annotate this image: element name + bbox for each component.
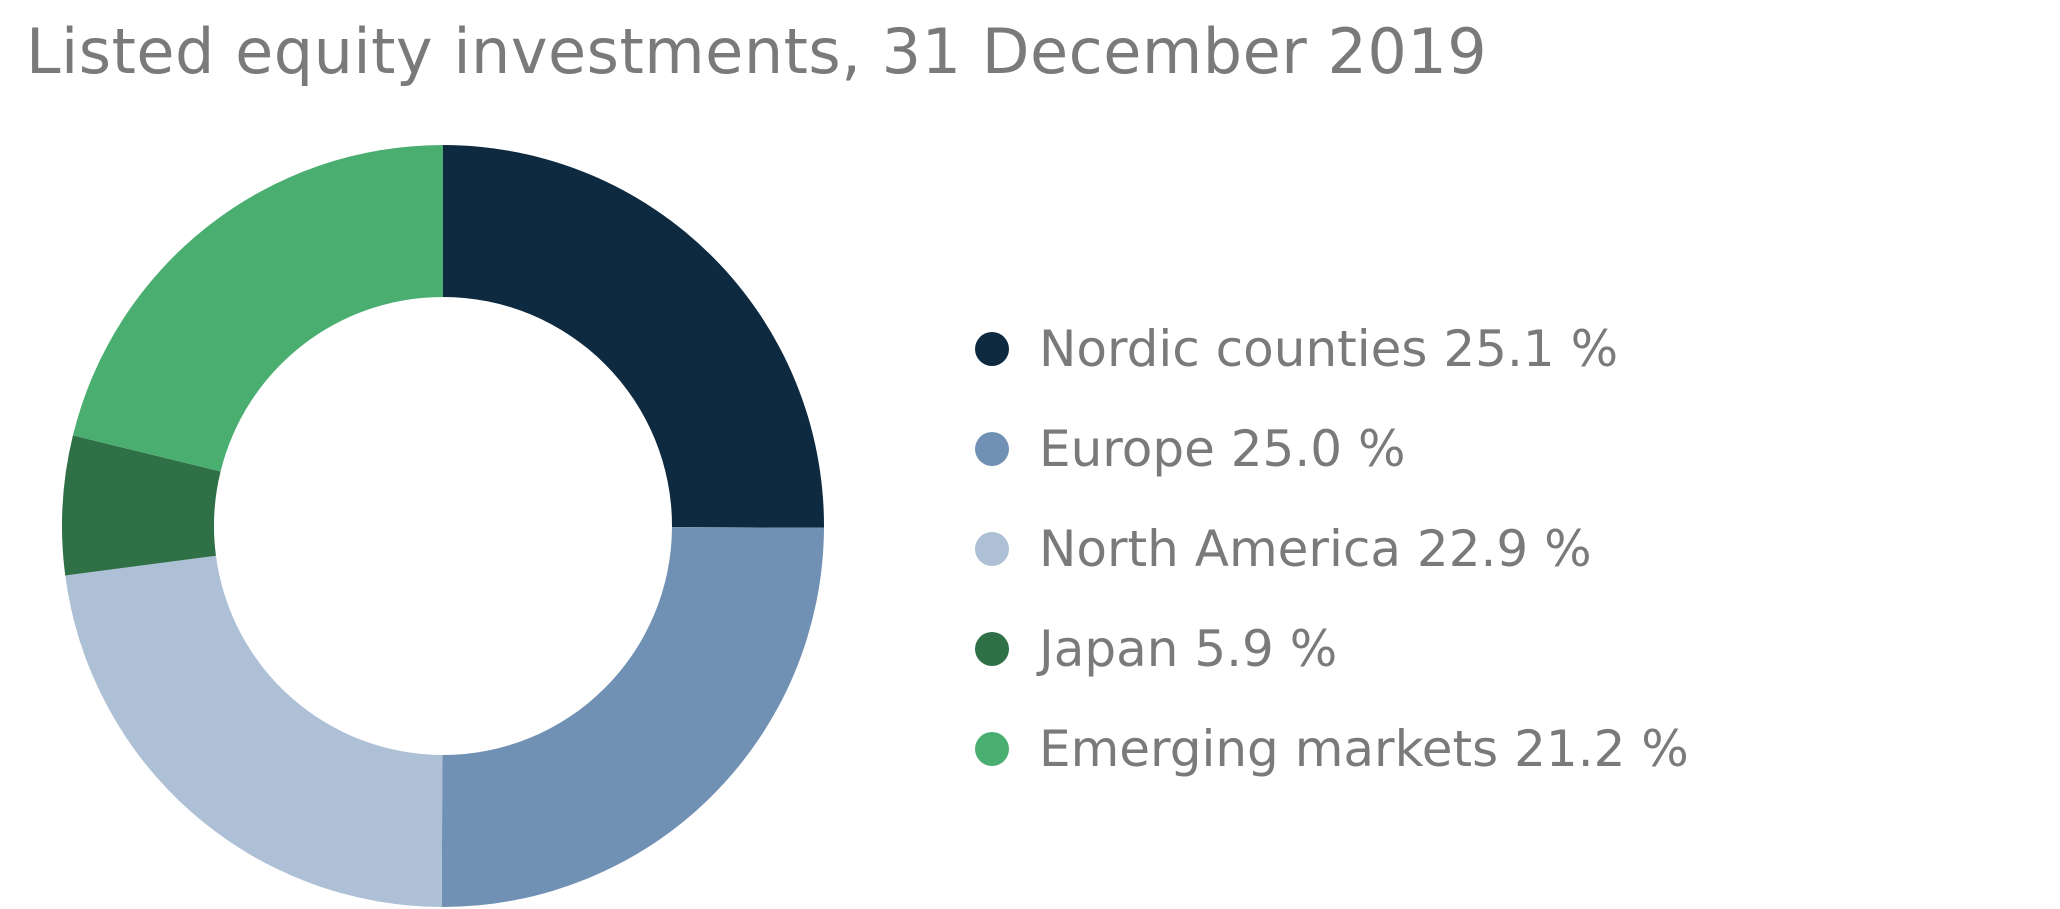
legend-marker-nordic-counties (975, 332, 1009, 366)
legend-item-emerging-markets: Emerging markets 21.2 % (975, 699, 1689, 799)
legend-item-japan: Japan 5.9 % (975, 599, 1689, 699)
chart-title: Listed equity investments, 31 December 2… (26, 15, 1488, 88)
legend-label-north-america: North America 22.9 % (1039, 520, 1592, 578)
legend-label-emerging-markets: Emerging markets 21.2 % (1039, 720, 1689, 778)
legend-marker-japan (975, 632, 1009, 666)
legend-item-nordic-counties: Nordic counties 25.1 % (975, 299, 1689, 399)
donut-slice-europe (441, 527, 824, 907)
legend-item-europe: Europe 25.0 % (975, 399, 1689, 499)
legend-label-europe: Europe 25.0 % (1039, 420, 1406, 478)
legend-marker-europe (975, 432, 1009, 466)
donut-slice-nordic-counties (443, 145, 825, 528)
donut-slice-japan (61, 435, 221, 576)
chart-legend: Nordic counties 25.1 % Europe 25.0 % Nor… (975, 299, 1689, 799)
donut-slice-north-america (65, 555, 443, 907)
legend-item-north-america: North America 22.9 % (975, 499, 1689, 599)
legend-marker-emerging-markets (975, 732, 1009, 766)
donut-chart (61, 145, 825, 907)
legend-label-japan: Japan 5.9 % (1039, 620, 1338, 678)
donut-slice-emerging-markets (72, 145, 444, 472)
legend-marker-north-america (975, 532, 1009, 566)
legend-label-nordic-counties: Nordic counties 25.1 % (1039, 320, 1619, 378)
